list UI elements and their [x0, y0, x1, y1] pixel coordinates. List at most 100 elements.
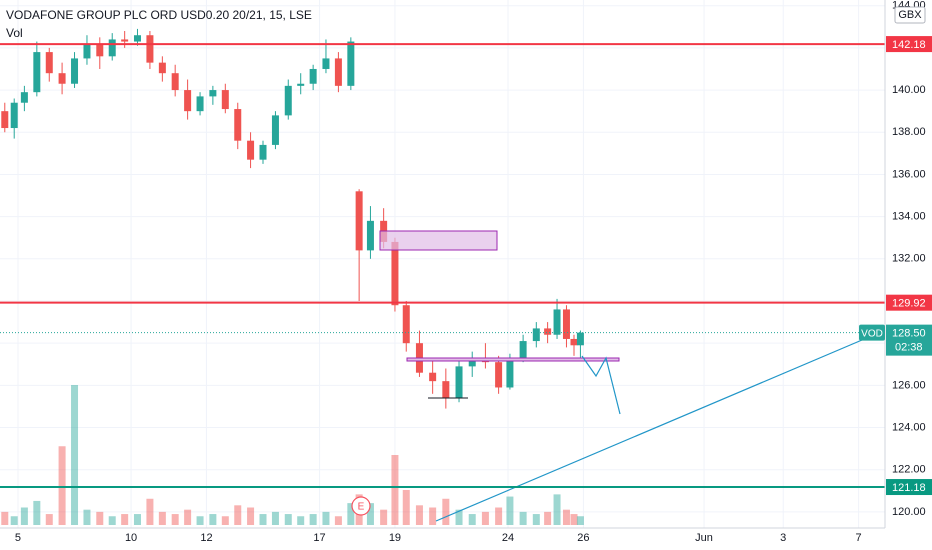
x-tick-label: 19 [389, 532, 401, 544]
y-tick-label: 134.00 [892, 211, 926, 223]
y-tick-label: 140.00 [892, 84, 926, 96]
candle-body [171, 73, 179, 91]
candle-body [271, 115, 279, 145]
volume-bar [576, 516, 584, 525]
volume-bar [20, 507, 28, 525]
y-tick-label: 144.00 [892, 0, 926, 12]
x-tick-label: 12 [200, 532, 212, 544]
y-tick-label: 124.00 [892, 421, 926, 433]
y-tick-label: 138.00 [892, 126, 926, 138]
x-tick-label: Jun [695, 532, 713, 544]
last-price-box [886, 324, 932, 356]
candle-body [133, 35, 141, 42]
volume-bar [442, 498, 450, 525]
candle-body [309, 68, 317, 84]
price-labels: 142.18 129.92 121.18 VOD 128.50 02:38 [859, 36, 932, 496]
volume-bar [334, 516, 342, 525]
volume-bar [1, 511, 9, 525]
price-label-box [886, 479, 932, 496]
candle-body [1, 111, 9, 129]
candle-body [196, 96, 204, 112]
volume-bar [209, 514, 217, 525]
candle-body [391, 241, 399, 306]
y-tick-label: 126.00 [892, 379, 926, 391]
candle-body [146, 35, 154, 63]
volume-bar [481, 511, 489, 525]
candle-body [83, 43, 91, 59]
candle-body [570, 338, 578, 346]
last-price-label: 128.50 [892, 328, 926, 340]
currency: GBX [898, 9, 922, 21]
candle-body [33, 52, 41, 93]
candle-body [334, 58, 342, 86]
candle-body [442, 381, 450, 399]
volume-bar [391, 455, 399, 525]
volume-bar [146, 498, 154, 525]
volume-bar [402, 490, 410, 525]
candle-body [247, 140, 255, 160]
volume-bar [544, 511, 552, 525]
volume-bar [184, 509, 192, 525]
volume-bar [519, 511, 527, 525]
volume-bar [247, 507, 255, 525]
symbol-label: VOD [861, 328, 883, 339]
volume-bar [468, 514, 476, 525]
price-label: 129.92 [892, 298, 926, 310]
candle-body [402, 305, 410, 344]
x-tick-label: 26 [577, 532, 589, 544]
drawings [379, 230, 863, 522]
volume-bar [455, 509, 463, 525]
projection-line [581, 355, 621, 415]
volume-title: Vol [6, 26, 23, 40]
x-tick-label: 10 [125, 532, 137, 544]
candle-body [71, 58, 79, 84]
candle-body [96, 43, 104, 57]
candle-body [532, 328, 540, 342]
symbol-box [859, 324, 885, 341]
volume-bar [380, 509, 388, 525]
candle-body [562, 309, 570, 339]
candle-body [544, 328, 552, 335]
candle-body [322, 58, 330, 69]
zone-box [379, 230, 498, 251]
currency-box [894, 6, 926, 24]
x-tick-label: 17 [313, 532, 325, 544]
candle-body [10, 102, 18, 129]
volume-bar [196, 516, 204, 525]
candle-body [355, 191, 363, 251]
candle-body [347, 41, 355, 86]
candle-body [45, 52, 53, 74]
volume-bar [221, 516, 229, 525]
candle-body [58, 73, 66, 84]
candle-body [209, 90, 217, 97]
volume-bar [158, 511, 166, 525]
volume-bar [83, 509, 91, 525]
volume-bar [234, 505, 242, 525]
candle-body [121, 39, 129, 42]
volume-bar [506, 496, 514, 525]
volume-bar [96, 511, 104, 525]
volume-bar [284, 514, 292, 525]
candle-body [553, 309, 561, 335]
price-axis [885, 0, 932, 550]
volume-bar [33, 500, 41, 525]
candle-body [108, 39, 116, 57]
volume-bar [259, 514, 267, 525]
candle-body [495, 362, 503, 388]
y-tick-label: 120.00 [892, 506, 926, 518]
volume-bar [58, 446, 66, 525]
volume-bar [133, 514, 141, 525]
volume-bar [553, 494, 561, 525]
candle-body [184, 90, 192, 112]
volume-bar [71, 385, 79, 525]
x-tick-label: 5 [15, 532, 21, 544]
volume-bar [171, 514, 179, 525]
price-label: 142.18 [892, 39, 926, 51]
volume-bar [309, 514, 317, 525]
horizontal-lines [0, 43, 885, 489]
candle-body [297, 83, 305, 86]
price-label: 121.18 [892, 482, 926, 494]
volume-bar [532, 514, 540, 525]
x-tick-label: 3 [780, 532, 786, 544]
x-tick-label: 7 [856, 532, 862, 544]
